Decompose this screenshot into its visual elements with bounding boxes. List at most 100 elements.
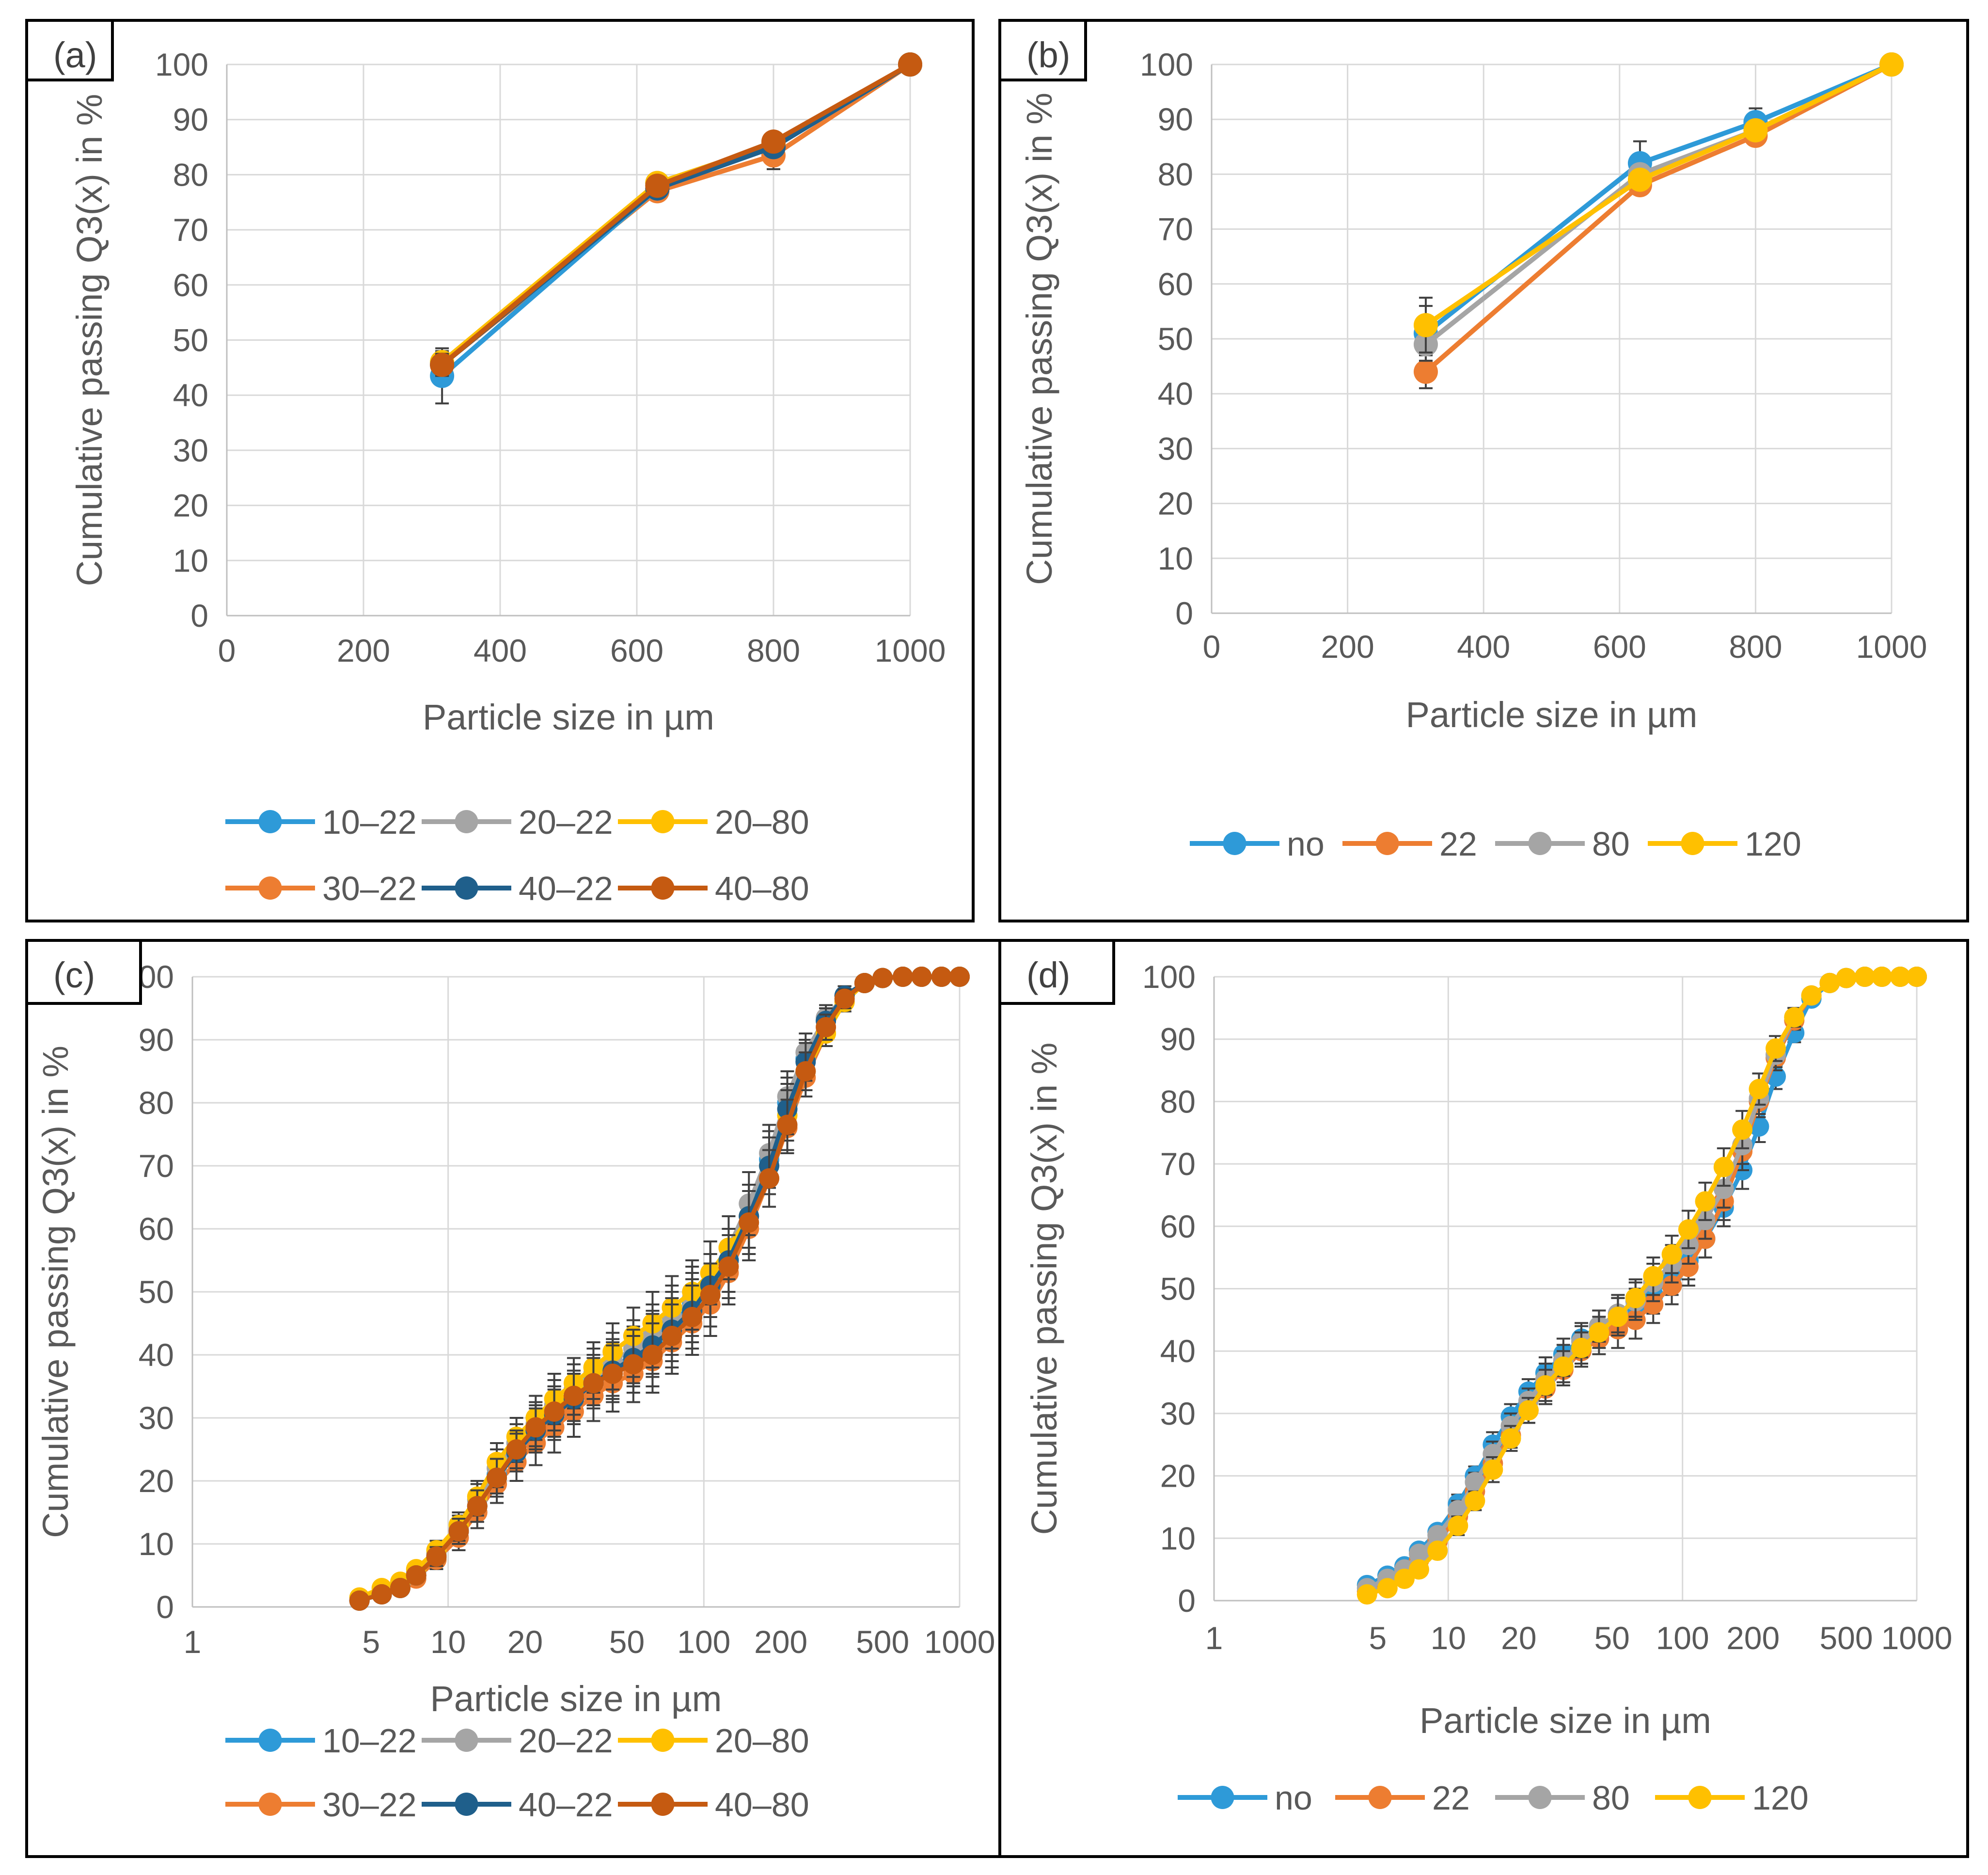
y-tick-label: 20: [1158, 486, 1193, 522]
y-tick-label: 80: [173, 157, 208, 192]
y-tick-label: 30: [1160, 1396, 1196, 1431]
y-tick-label: 90: [139, 1022, 174, 1058]
legend-label: 40–80: [715, 1786, 809, 1824]
y-tick-label: 60: [173, 267, 208, 303]
data-point: [1553, 1356, 1574, 1377]
legend-marker: [651, 1729, 675, 1752]
x-tick-label: 200: [337, 633, 390, 668]
data-point: [1643, 1294, 1664, 1315]
data-point: [700, 1285, 721, 1305]
legend-item: 22: [1335, 1779, 1470, 1817]
legend-marker: [651, 1793, 675, 1816]
data-point: [777, 1114, 798, 1135]
legend-label: 22: [1439, 825, 1477, 863]
legend-item: 80: [1495, 825, 1630, 863]
data-point: [1678, 1219, 1699, 1240]
series-120: [1357, 967, 1927, 1605]
data-point: [911, 967, 932, 987]
data-point: [1608, 1306, 1628, 1327]
x-tick-label: 600: [1593, 629, 1646, 665]
data-point: [645, 174, 670, 198]
y-tick-label: 70: [1158, 211, 1193, 247]
data-point: [795, 1061, 816, 1081]
legend-marker: [455, 1793, 478, 1816]
data-point: [1836, 968, 1857, 988]
legend-marker: [1375, 832, 1399, 855]
data-point: [682, 1307, 703, 1327]
data-point: [898, 52, 922, 77]
y-tick-label: 90: [1158, 101, 1193, 137]
data-point: [583, 1373, 604, 1394]
legend: 10–22 20–22 20–80 30–22 40–22 40–80: [225, 1722, 809, 1824]
legend-marker: [651, 876, 675, 900]
legend-item: 40–80: [618, 870, 809, 907]
data-point: [1749, 1079, 1769, 1099]
series-40–80: [349, 967, 970, 1611]
legend-label: 80: [1592, 825, 1630, 863]
x-tick-label: 400: [473, 633, 527, 668]
legend-marker: [455, 1729, 478, 1752]
data-point: [1661, 1244, 1682, 1265]
data-point: [1854, 967, 1875, 987]
x-tick-label: 800: [747, 633, 800, 668]
legend-item: 80: [1495, 1779, 1630, 1817]
data-point: [1377, 1578, 1398, 1599]
x-tick-label: 20: [507, 1624, 543, 1660]
x-tick-label: 10: [430, 1624, 466, 1660]
x-tick-label: 5: [362, 1624, 380, 1660]
series-40–80: [430, 52, 922, 377]
data-point: [506, 1439, 527, 1460]
data-point: [525, 1417, 546, 1438]
legend-label: 40–22: [519, 1786, 613, 1824]
y-axis-label: Cumulative passing Q3(x) in %: [35, 1046, 76, 1538]
series-line: [1424, 62, 1893, 327]
data-point: [1427, 1541, 1448, 1561]
legend: 10–22 20–22 20–80 30–22 40–22 40–80: [225, 803, 809, 907]
data-point: [1483, 1459, 1503, 1480]
data-point: [1357, 1584, 1377, 1605]
data-point: [1678, 1256, 1699, 1277]
x-tick-label: 400: [1457, 629, 1510, 665]
panel-frame: [998, 939, 1969, 1858]
legend: no 22 80 120: [1190, 825, 1801, 863]
y-tick-label: 90: [1160, 1021, 1196, 1057]
data-point: [1413, 313, 1438, 337]
legend-marker: [455, 876, 478, 900]
x-tick-label: 500: [856, 1624, 909, 1660]
legend-item: no: [1178, 1779, 1312, 1817]
data-point: [1627, 167, 1652, 192]
data-point: [349, 1590, 370, 1611]
x-axis-label: Particle size in µm: [430, 1679, 722, 1719]
legend-item: 10–22: [225, 1722, 417, 1760]
data-point: [487, 1467, 507, 1488]
y-tick-label: 70: [1160, 1146, 1196, 1182]
data-point: [426, 1546, 447, 1567]
data-point: [1571, 1337, 1592, 1358]
data-point: [1890, 967, 1910, 987]
data-point: [761, 129, 786, 154]
x-tick-label: 0: [1203, 629, 1221, 665]
legend-marker: [1223, 832, 1246, 855]
legend-label: 120: [1745, 825, 1801, 863]
y-tick-label: 80: [1158, 156, 1193, 192]
data-point: [1695, 1191, 1716, 1212]
data-point: [1625, 1287, 1646, 1308]
series-line: [440, 62, 912, 367]
legend-item: 120: [1648, 825, 1801, 863]
panel-label: (a): [53, 35, 97, 75]
data-point: [1879, 52, 1904, 77]
legend-label: 40–80: [715, 870, 809, 907]
legend-item: 40–80: [618, 1786, 809, 1824]
data-point: [1589, 1322, 1609, 1343]
y-tick-label: 10: [139, 1526, 174, 1562]
data-point: [1766, 1038, 1786, 1059]
y-tick-label: 100: [155, 47, 208, 82]
panel-label: (d): [1026, 955, 1070, 995]
legend-label: no: [1287, 825, 1325, 863]
data-point: [1732, 1119, 1753, 1140]
y-tick-label: 90: [173, 102, 208, 138]
x-axis-label: Particle size in µm: [1406, 695, 1698, 735]
x-tick-label: 10: [1431, 1620, 1466, 1656]
